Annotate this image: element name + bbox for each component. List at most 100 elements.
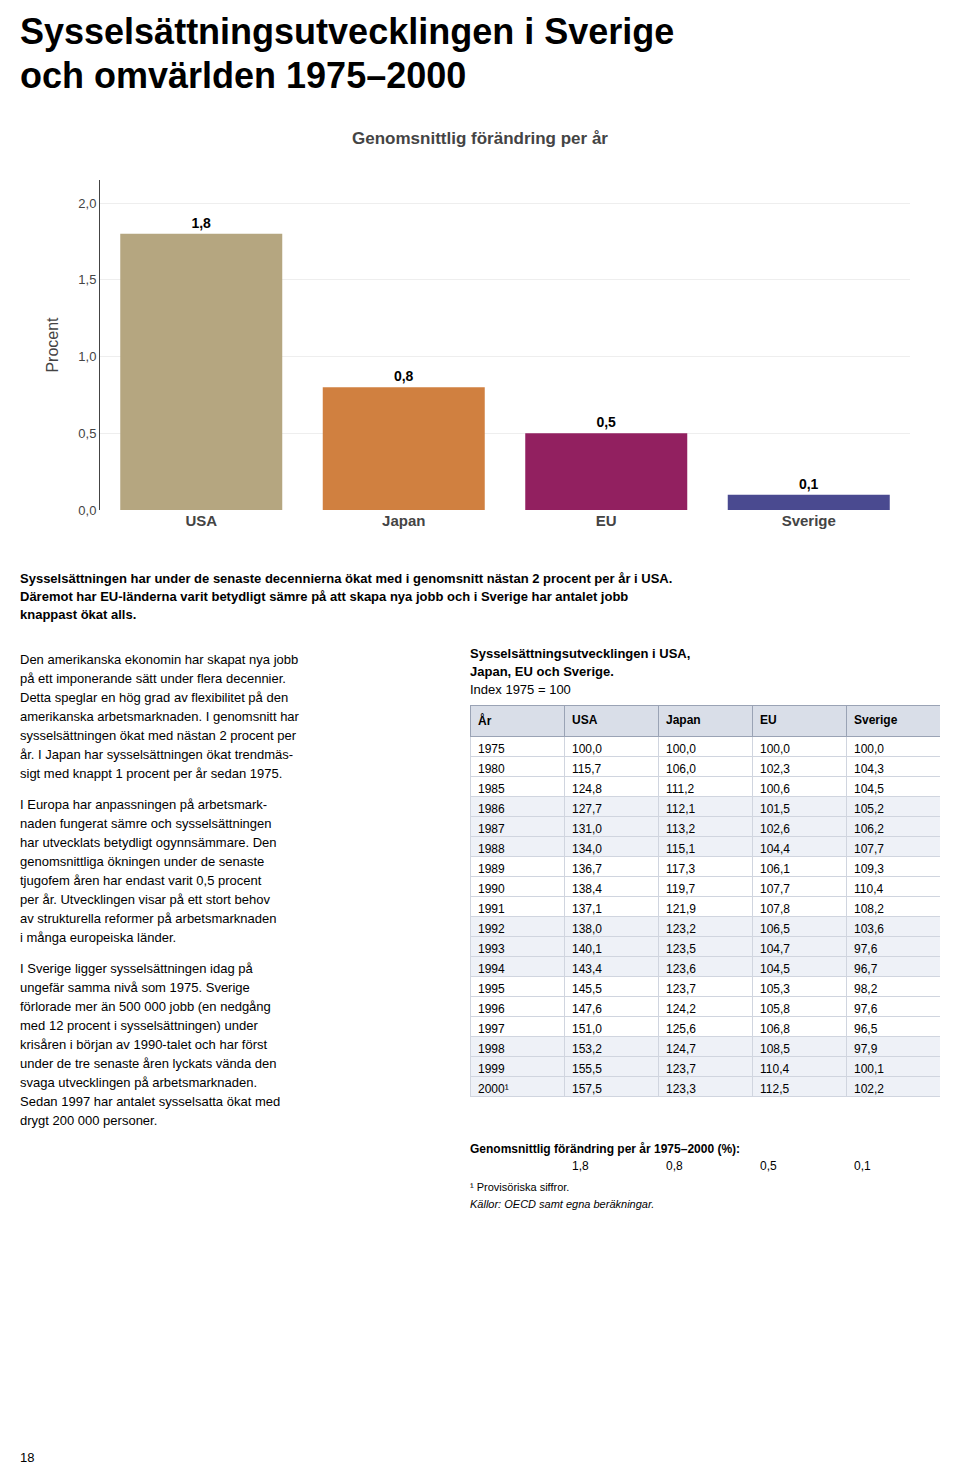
svg-text:108,2: 108,2 bbox=[854, 902, 884, 916]
svg-text:1987: 1987 bbox=[478, 822, 505, 836]
svg-text:USA: USA bbox=[185, 512, 217, 529]
svg-text:106,8: 106,8 bbox=[760, 1022, 790, 1036]
svg-text:134,0: 134,0 bbox=[572, 842, 602, 856]
svg-text:1985: 1985 bbox=[478, 782, 505, 796]
svg-text:105,3: 105,3 bbox=[760, 982, 790, 996]
svg-text:157,5: 157,5 bbox=[572, 1082, 602, 1096]
svg-text:104,5: 104,5 bbox=[854, 782, 884, 796]
svg-text:105,8: 105,8 bbox=[760, 1002, 790, 1016]
svg-text:153,2: 153,2 bbox=[572, 1042, 602, 1056]
svg-text:109,3: 109,3 bbox=[854, 862, 884, 876]
svg-text:140,1: 140,1 bbox=[572, 942, 602, 956]
svg-text:EU: EU bbox=[596, 512, 617, 529]
svg-text:0,5: 0,5 bbox=[596, 414, 616, 430]
svg-text:97,9: 97,9 bbox=[854, 1042, 878, 1056]
svg-text:1975: 1975 bbox=[478, 742, 505, 756]
svg-text:138,0: 138,0 bbox=[572, 922, 602, 936]
svg-text:100,6: 100,6 bbox=[760, 782, 790, 796]
svg-text:123,2: 123,2 bbox=[666, 922, 696, 936]
svg-text:1998: 1998 bbox=[478, 1042, 505, 1056]
svg-text:98,2: 98,2 bbox=[854, 982, 878, 996]
svg-text:0,8: 0,8 bbox=[394, 368, 414, 384]
svg-text:147,6: 147,6 bbox=[572, 1002, 602, 1016]
svg-text:123,7: 123,7 bbox=[666, 1062, 696, 1076]
svg-text:101,5: 101,5 bbox=[760, 802, 790, 816]
svg-text:97,6: 97,6 bbox=[854, 1002, 878, 1016]
svg-text:1999: 1999 bbox=[478, 1062, 505, 1076]
svg-text:1980: 1980 bbox=[478, 762, 505, 776]
svg-text:1,0: 1,0 bbox=[78, 349, 96, 364]
svg-text:107,7: 107,7 bbox=[854, 842, 884, 856]
svg-text:102,6: 102,6 bbox=[760, 822, 790, 836]
svg-text:Sverige: Sverige bbox=[782, 512, 836, 529]
svg-text:110,4: 110,4 bbox=[760, 1062, 789, 1076]
svg-text:Procent: Procent bbox=[44, 317, 61, 373]
svg-text:1994: 1994 bbox=[478, 962, 505, 976]
svg-text:106,0: 106,0 bbox=[666, 762, 696, 776]
svg-text:1,5: 1,5 bbox=[78, 272, 96, 287]
svg-text:År: År bbox=[478, 713, 492, 728]
svg-text:100,0: 100,0 bbox=[572, 742, 602, 756]
svg-text:111,2: 111,2 bbox=[666, 782, 695, 796]
svg-text:1995: 1995 bbox=[478, 982, 505, 996]
svg-text:Sverige: Sverige bbox=[854, 713, 898, 727]
svg-text:112,1: 112,1 bbox=[666, 802, 695, 816]
svg-text:Genomsnittlig förändring per å: Genomsnittlig förändring per år bbox=[352, 129, 608, 148]
svg-text:115,1: 115,1 bbox=[666, 842, 695, 856]
svg-text:119,7: 119,7 bbox=[666, 882, 695, 896]
svg-text:124,8: 124,8 bbox=[572, 782, 602, 796]
svg-text:1993: 1993 bbox=[478, 942, 505, 956]
svg-text:104,5: 104,5 bbox=[760, 962, 790, 976]
svg-text:127,7: 127,7 bbox=[572, 802, 602, 816]
svg-text:106,1: 106,1 bbox=[760, 862, 790, 876]
svg-text:0,5: 0,5 bbox=[78, 426, 96, 441]
svg-text:104,7: 104,7 bbox=[760, 942, 790, 956]
svg-text:100,0: 100,0 bbox=[666, 742, 696, 756]
svg-text:97,6: 97,6 bbox=[854, 942, 878, 956]
svg-text:104,3: 104,3 bbox=[854, 762, 884, 776]
svg-text:115,7: 115,7 bbox=[572, 762, 601, 776]
svg-text:113,2: 113,2 bbox=[666, 822, 695, 836]
svg-text:Japan: Japan bbox=[382, 512, 425, 529]
svg-text:107,8: 107,8 bbox=[760, 902, 790, 916]
svg-text:2000¹: 2000¹ bbox=[478, 1082, 509, 1096]
svg-text:123,5: 123,5 bbox=[666, 942, 696, 956]
svg-text:125,6: 125,6 bbox=[666, 1022, 696, 1036]
svg-text:124,2: 124,2 bbox=[666, 1002, 696, 1016]
svg-text:100,0: 100,0 bbox=[854, 742, 884, 756]
svg-text:1996: 1996 bbox=[478, 1002, 505, 1016]
svg-text:1990: 1990 bbox=[478, 882, 505, 896]
svg-text:103,6: 103,6 bbox=[854, 922, 884, 936]
svg-text:131,0: 131,0 bbox=[572, 822, 602, 836]
svg-text:96,5: 96,5 bbox=[854, 1022, 878, 1036]
svg-text:1988: 1988 bbox=[478, 842, 505, 856]
svg-text:EU: EU bbox=[760, 713, 777, 727]
svg-text:123,6: 123,6 bbox=[666, 962, 696, 976]
svg-text:1986: 1986 bbox=[478, 802, 505, 816]
svg-text:138,4: 138,4 bbox=[572, 882, 602, 896]
svg-text:117,3: 117,3 bbox=[666, 862, 695, 876]
svg-text:106,2: 106,2 bbox=[854, 822, 884, 836]
svg-text:137,1: 137,1 bbox=[572, 902, 602, 916]
svg-text:136,7: 136,7 bbox=[572, 862, 602, 876]
svg-text:1991: 1991 bbox=[478, 902, 505, 916]
svg-text:104,4: 104,4 bbox=[760, 842, 790, 856]
svg-text:107,7: 107,7 bbox=[760, 882, 790, 896]
svg-text:145,5: 145,5 bbox=[572, 982, 602, 996]
svg-text:105,2: 105,2 bbox=[854, 802, 884, 816]
svg-text:143,4: 143,4 bbox=[572, 962, 602, 976]
svg-text:96,7: 96,7 bbox=[854, 962, 878, 976]
svg-text:155,5: 155,5 bbox=[572, 1062, 602, 1076]
svg-text:1997: 1997 bbox=[478, 1022, 505, 1036]
svg-text:1992: 1992 bbox=[478, 922, 505, 936]
svg-text:1989: 1989 bbox=[478, 862, 505, 876]
svg-text:106,5: 106,5 bbox=[760, 922, 790, 936]
svg-text:124,7: 124,7 bbox=[666, 1042, 696, 1056]
svg-text:100,1: 100,1 bbox=[854, 1062, 884, 1076]
svg-text:1,8: 1,8 bbox=[191, 215, 211, 231]
svg-text:100,0: 100,0 bbox=[760, 742, 790, 756]
svg-text:108,5: 108,5 bbox=[760, 1042, 790, 1056]
svg-text:123,3: 123,3 bbox=[666, 1082, 696, 1096]
svg-text:USA: USA bbox=[572, 713, 598, 727]
svg-text:2,0: 2,0 bbox=[78, 196, 96, 211]
